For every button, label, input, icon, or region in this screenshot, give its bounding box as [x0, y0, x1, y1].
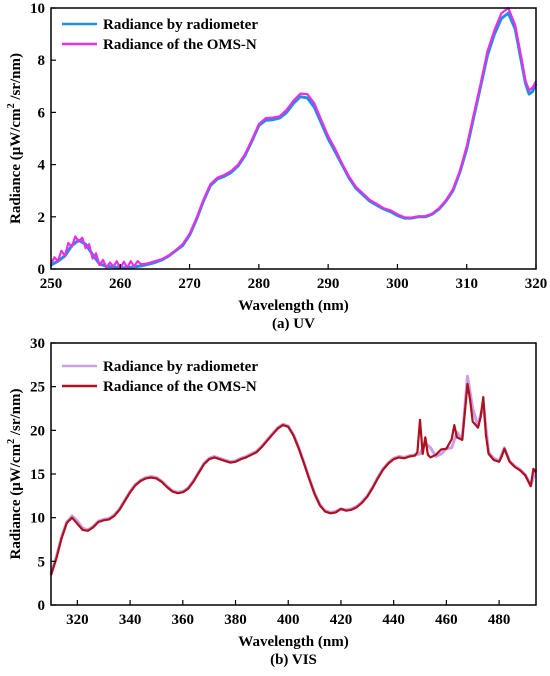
vis-x-tick-label: 460: [435, 612, 458, 628]
vis-x-tick-label: 360: [172, 612, 195, 628]
vis-x-tick-label: 380: [224, 612, 247, 628]
uv-y-tick-label: 10: [30, 1, 45, 17]
vis-x-tick-label: 440: [382, 612, 405, 628]
vis-y-tick-label: 5: [38, 554, 46, 570]
vis-legend-label-omsn: Radiance of the OMS-N: [103, 379, 257, 395]
vis-y-tick-label: 0: [38, 598, 46, 614]
uv-x-tick-label: 280: [248, 276, 271, 292]
uv-x-tick-label: 260: [109, 276, 132, 292]
uv-x-axis-label: Wavelength (nm): [238, 298, 348, 314]
uv-y-tick-label: 8: [38, 53, 46, 69]
vis-x-tick-label: 320: [66, 612, 89, 628]
uv-legend-label-radiometer: Radiance by radiometer: [103, 17, 258, 33]
uv-x-tick-label: 290: [317, 276, 340, 292]
uv-x-tick-label: 300: [386, 276, 409, 292]
vis-series-line-1: [49, 382, 537, 576]
uv-x-tick-label: 250: [40, 276, 63, 292]
vis-x-tick-label: 340: [119, 612, 142, 628]
vis-legend-label-radiometer: Radiance by radiometer: [103, 359, 258, 375]
uv-legend: Radiance by radiometer Radiance of the O…: [62, 17, 258, 53]
vis-series-group: [49, 374, 538, 576]
vis-y-tick-label: 20: [30, 423, 45, 439]
uv-ticks: 250 260 270 280 290 300 310 320 0 2 4 6 8 10: [30, 1, 547, 292]
uv-y-axis-label: Radiance (μW/cm2 /sr/nm): [6, 53, 24, 224]
uv-plot-area: 250 260 270 280 290 300 310 320 0 2 4 6 8 10: [30, 1, 547, 292]
vis-plot-area: 320 340 360 380 400 420 440 460 480 0 5 10 15 20 25 30: [30, 336, 538, 628]
vis-series-line-0: [49, 374, 538, 575]
uv-y-tick-label: 0: [38, 262, 46, 278]
vis-ticks: 320 340 360 380 400 420 440 460 480 0 5 10 15 20 25 30: [30, 336, 510, 628]
vis-y-tick-label: 30: [30, 336, 45, 352]
uv-series-group: [50, 6, 538, 270]
uv-series-line-1: [50, 6, 537, 270]
vis-y-tick-label: 15: [30, 467, 45, 483]
vis-y-axis-label-sup: 2: [6, 439, 17, 444]
uv-y-axis-label-main: Radiance (μW/cm: [8, 108, 24, 224]
uv-y-tick-label: 4: [38, 158, 46, 174]
vis-x-tick-label: 420: [330, 612, 353, 628]
vis-y-axis-label-tail: /sr/nm): [8, 389, 24, 439]
uv-y-tick-label: 2: [38, 210, 46, 226]
vis-x-tick-label: 480: [488, 612, 511, 628]
chart-vis: 320 340 360 380 400 420 440 460 480051015202530 …: [6, 336, 538, 668]
uv-caption: (a) UV: [272, 316, 315, 332]
uv-y-axis-label-tail: /sr/nm): [8, 53, 24, 103]
vis-y-tick-label: 25: [30, 380, 45, 396]
vis-legend: Radiance by radiometer Radiance of the O…: [62, 359, 258, 395]
uv-legend-label-omsn: Radiance of the OMS-N: [103, 37, 257, 53]
vis-y-axis-label: Radiance (μW/cm2 /sr/nm): [6, 389, 24, 560]
vis-caption: (b) VIS: [270, 652, 317, 668]
uv-x-tick-label: 310: [455, 276, 478, 292]
vis-y-axis-label-main: Radiance (μW/cm: [8, 443, 24, 559]
vis-x-axis-label: Wavelength (nm): [238, 634, 348, 650]
chart-uv: 250 260 270 280 290 300 310 320 0 2 4 6 8 10 Radiance…: [6, 1, 547, 332]
uv-y-axis-label-sup: 2: [6, 103, 17, 108]
vis-x-tick-label: 400: [277, 612, 300, 628]
uv-y-tick-label: 6: [38, 105, 46, 121]
uv-x-tick-label: 270: [178, 276, 201, 292]
vis-y-tick-label: 10: [30, 511, 45, 527]
uv-x-tick-label: 320: [525, 276, 548, 292]
uv-axes-frame: [50, 7, 537, 270]
